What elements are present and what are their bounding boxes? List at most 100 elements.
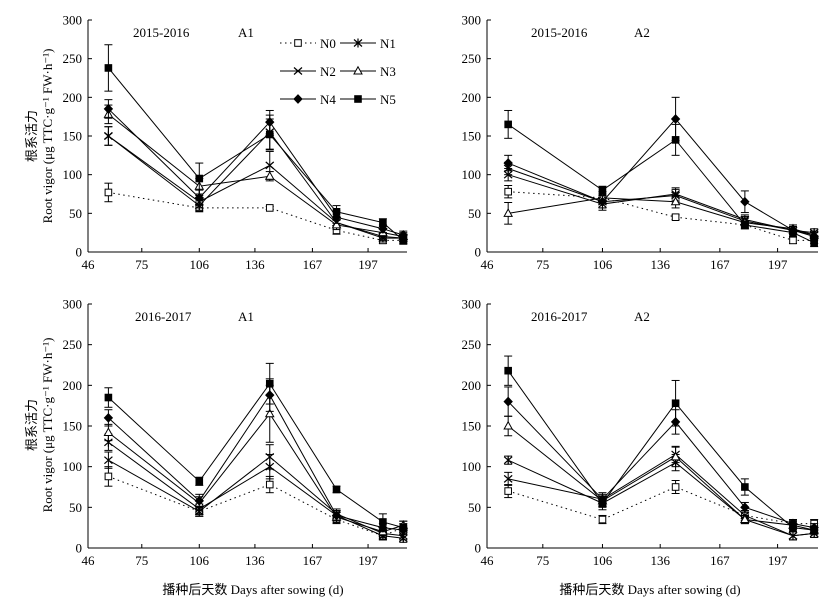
x-axis-label-left: 播种后天数 Days after sowing (d) — [162, 582, 343, 597]
data-point-N0 — [104, 472, 113, 481]
panel-season-title: 2015-2016 — [133, 25, 190, 40]
x-tick-label: 197 — [768, 257, 788, 272]
panel-4: 0 50 100 150 200 250 300 46 75 106 136 167 197 2016-2… — [462, 297, 820, 568]
series-N5 — [104, 362, 408, 535]
series-line-N5 — [108, 382, 404, 529]
legend-label: N5 — [380, 92, 396, 107]
series-line-N3 — [108, 412, 404, 533]
legend-marker — [293, 94, 303, 104]
panel-2: 0 50 100 150 200 250 300 46 75 106 136 167 197 2015-2… — [462, 13, 820, 272]
panel-label: A2 — [634, 25, 650, 40]
data-point-N4 — [194, 495, 204, 506]
y-tick-label: 0 — [475, 541, 482, 556]
panel-label: A1 — [238, 25, 254, 40]
data-point-N5 — [399, 236, 408, 245]
data-point-N0 — [265, 204, 274, 212]
data-point-N2 — [104, 132, 113, 140]
x-tick-label: 75 — [135, 553, 148, 568]
data-point-N4 — [740, 196, 750, 207]
series-line-N2 — [508, 453, 815, 537]
x-tick-label: 46 — [481, 257, 495, 272]
y-axis-label-top-en: Root vigor (μg TTC·g⁻¹ FW·h⁻¹) — [40, 49, 55, 224]
panel-season-title: 2015-2016 — [531, 25, 588, 40]
data-point-N3 — [264, 408, 275, 418]
data-point-N0 — [265, 480, 274, 489]
y-tick-label: 100 — [462, 167, 482, 182]
legend-label: N2 — [320, 64, 336, 79]
y-tick-label: 150 — [63, 419, 83, 434]
data-point-N3 — [670, 196, 681, 206]
data-point-N2 — [265, 452, 275, 461]
series-N5 — [104, 44, 408, 245]
series-N0 — [504, 184, 819, 245]
y-axis-label-top-cn: 根系活力 — [24, 110, 39, 162]
data-point-N5 — [399, 523, 408, 532]
data-point-N4 — [103, 412, 114, 423]
data-point-N5 — [504, 120, 512, 129]
data-point-N5 — [265, 379, 274, 388]
data-point-N4 — [503, 158, 513, 168]
data-point-N5 — [195, 477, 204, 486]
panel-1: 0 50 100 150 200 250 300 46 75 106 136 167 197 2015-2… — [63, 13, 409, 272]
series-line-N4 — [108, 108, 404, 236]
series-N0 — [104, 182, 408, 245]
y-tick-label: 250 — [63, 337, 83, 352]
series-line-N3 — [108, 113, 404, 238]
y-tick-label: 50 — [69, 500, 82, 515]
panel-label: A2 — [634, 309, 650, 324]
data-point-N2 — [194, 507, 204, 516]
series-N3 — [503, 191, 820, 240]
legend-item-N5: N5 — [340, 92, 396, 107]
y-tick-label: 300 — [63, 13, 83, 28]
legend-marker — [293, 67, 303, 75]
data-point-N5 — [598, 186, 607, 194]
y-tick-label: 250 — [63, 51, 83, 66]
data-point-N5 — [504, 366, 512, 375]
data-point-N4 — [194, 192, 204, 203]
series-line-N0 — [508, 486, 815, 525]
legend-item-N1: N1 — [340, 36, 396, 51]
y-tick-label: 250 — [462, 337, 482, 352]
series-N4 — [503, 96, 819, 242]
data-point-N2 — [104, 456, 113, 465]
data-point-N4 — [670, 114, 681, 124]
x-tick-label: 167 — [303, 257, 323, 272]
data-point-N5 — [332, 207, 341, 216]
y-tick-label: 100 — [462, 459, 482, 474]
series-N0 — [504, 479, 819, 529]
legend-item-N0: N0 — [280, 36, 336, 51]
data-point-N0 — [104, 188, 113, 197]
series-N2 — [503, 167, 819, 240]
legend-item-N4: N4 — [280, 92, 336, 107]
data-point-N2 — [788, 531, 798, 540]
legend-item-N2: N2 — [280, 64, 336, 79]
data-point-N5 — [104, 64, 113, 72]
x-tick-label: 46 — [82, 553, 96, 568]
data-point-N0 — [789, 236, 797, 245]
y-tick-label: 200 — [462, 90, 482, 105]
data-point-N0 — [504, 187, 512, 196]
series-N5 — [504, 109, 819, 248]
data-point-N4 — [740, 502, 750, 513]
data-point-N5 — [379, 218, 387, 227]
data-point-N5 — [741, 221, 749, 229]
chart-panels: 0 50 100 150 200 250 300 46 75 106 136 167 197 2015-2… — [63, 13, 820, 568]
x-tick-label: 136 — [650, 553, 670, 568]
y-axis-label-bottom-en: Root vigor (μg TTC·g⁻¹ FW·h⁻¹) — [40, 338, 55, 513]
data-point-N2 — [503, 474, 513, 483]
legend-label: N1 — [380, 36, 396, 51]
data-point-N5 — [810, 526, 818, 534]
data-point-N3 — [503, 420, 514, 430]
x-tick-label: 46 — [82, 257, 96, 272]
panel-season-title: 2016-2017 — [531, 309, 588, 324]
legend-marker — [353, 65, 363, 75]
panel-3: 0 50 100 150 200 250 300 46 75 106 136 167 197 2016-2… — [63, 297, 409, 568]
legend-marker — [353, 38, 363, 48]
series-line-N1 — [108, 131, 404, 239]
x-tick-label: 106 — [190, 553, 210, 568]
series-line-N1 — [507, 459, 815, 537]
data-point-N3 — [740, 514, 750, 524]
y-tick-label: 50 — [468, 500, 481, 515]
series-line-N0 — [108, 191, 404, 241]
y-tick-label: 100 — [63, 167, 83, 182]
